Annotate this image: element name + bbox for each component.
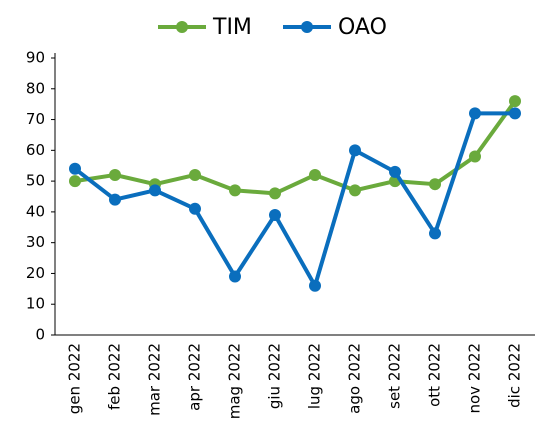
series-line — [74, 99, 517, 196]
x-tick-label: mag 2022 — [226, 343, 244, 419]
y-tick-label: 30 — [26, 233, 45, 251]
legend-label: TIM — [212, 15, 252, 40]
x-tick-label: ago 2022 — [346, 343, 364, 414]
point — [429, 178, 441, 191]
point — [109, 168, 121, 181]
point — [69, 162, 81, 175]
point — [229, 270, 241, 283]
y-tick-label: 80 — [26, 79, 45, 97]
point — [309, 168, 321, 181]
legend-marker — [176, 21, 188, 33]
point — [389, 165, 401, 178]
x-tick-label: dic 2022 — [506, 343, 524, 408]
x-tick-label: nov 2022 — [466, 343, 484, 414]
y-tick-label: 90 — [26, 49, 45, 67]
point — [509, 95, 521, 108]
y-tick-label: 50 — [26, 172, 45, 190]
x-tick-label: lug 2022 — [306, 343, 324, 409]
x-tick-label: mar 2022 — [146, 343, 164, 416]
x-tick-label: apr 2022 — [186, 343, 204, 411]
point — [189, 168, 201, 181]
point — [69, 175, 81, 188]
point — [429, 227, 441, 240]
point — [349, 184, 361, 197]
point — [469, 150, 481, 163]
point — [189, 202, 201, 215]
x-tick-label: set 2022 — [386, 343, 404, 409]
point — [509, 107, 521, 120]
point — [349, 144, 361, 157]
y-tick-label: 20 — [26, 264, 45, 282]
legend-label: OAO — [338, 15, 387, 40]
x-tick-label: giu 2022 — [266, 343, 284, 409]
point — [469, 107, 481, 120]
y-tick-label: 70 — [26, 110, 45, 128]
point — [269, 187, 281, 200]
x-tick-label: gen 2022 — [66, 343, 84, 414]
series-line — [73, 111, 515, 288]
point — [109, 193, 121, 206]
point — [269, 208, 281, 221]
y-tick-label: 60 — [26, 141, 45, 159]
point — [309, 279, 321, 292]
x-tick-label: feb 2022 — [106, 343, 124, 410]
y-tick-label: 40 — [26, 202, 45, 220]
y-tick-label: 0 — [35, 326, 45, 344]
point — [229, 184, 241, 197]
x-tick-label: ott 2022 — [426, 343, 444, 407]
y-tick-label: 10 — [26, 295, 45, 313]
legend-marker — [301, 21, 313, 33]
point — [149, 184, 161, 197]
